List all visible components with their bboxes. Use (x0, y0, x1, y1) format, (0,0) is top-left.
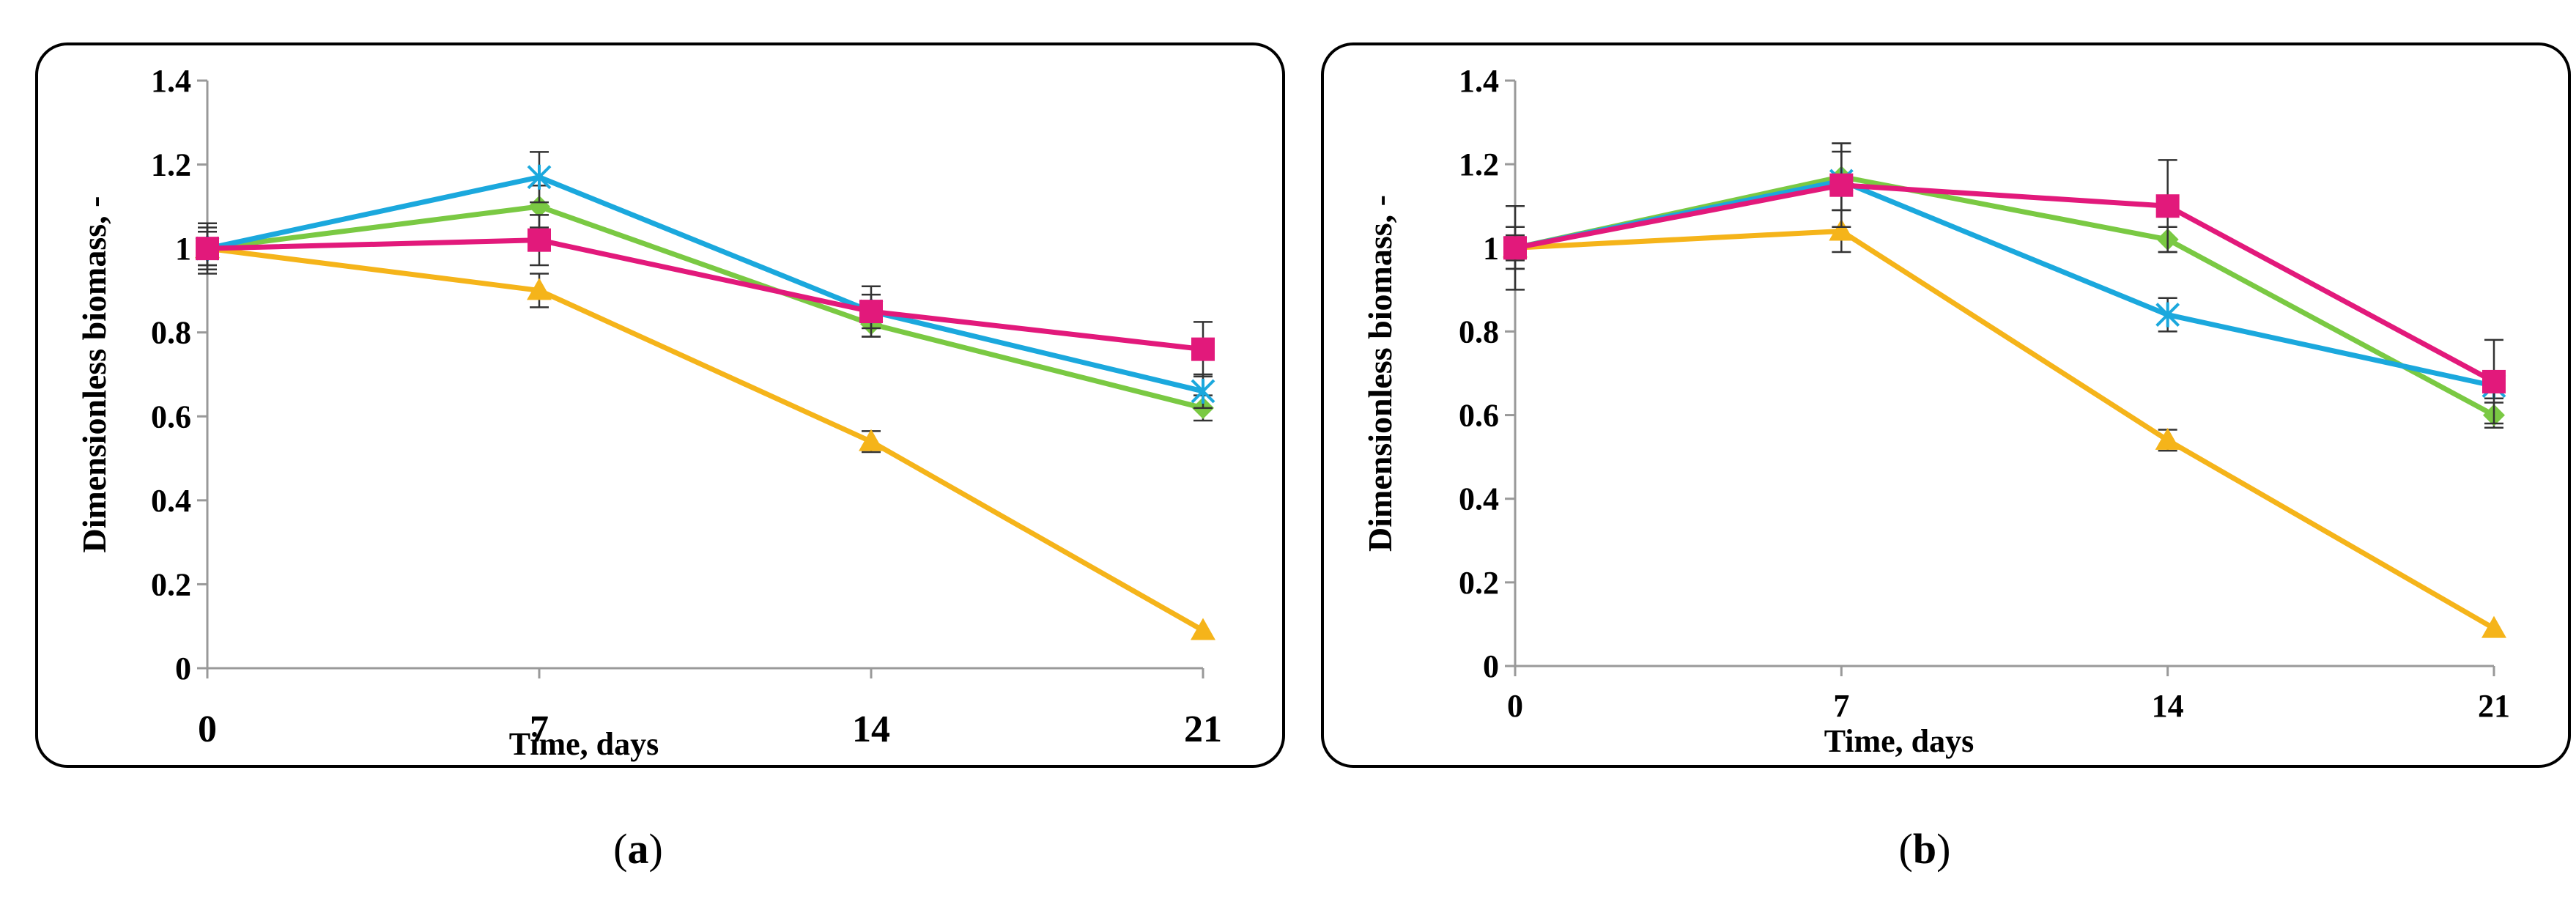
y-tick-label: 0.6 (151, 399, 191, 434)
pink-square-point (2482, 369, 2506, 393)
y-tick-label: 0.2 (1459, 565, 1499, 601)
cyan-star-point (1191, 378, 1215, 404)
y-tick-label: 0.2 (151, 566, 191, 602)
x-tick-label: 14 (852, 709, 890, 750)
green-diamond-line (207, 204, 1204, 411)
y-tick-label: 1 (1483, 230, 1499, 266)
pink-square-line (207, 237, 1204, 352)
y-axis-title: Dimensionless biomass, - (1361, 195, 1399, 552)
x-tick-label: 7 (1833, 688, 1849, 724)
x-axis-title: Time, days (1824, 723, 1974, 759)
x-tick-label: 14 (2152, 688, 2184, 724)
orange-triangle-line (207, 245, 1204, 633)
y-tick-label: 1.4 (1459, 63, 1499, 99)
y-tick-label: 1.2 (1459, 147, 1499, 182)
pink-square-point (859, 300, 883, 324)
cyan-star-line (207, 174, 1204, 394)
chart-a: 0 0.2 0.4 0.6 0.8 1 1.2 1.4 0 7 14 21 Time, days Dime… (75, 63, 1222, 762)
orange-triangle-point (527, 278, 552, 300)
pink-square-point (2155, 194, 2180, 218)
caption-a-letter: a (627, 825, 649, 873)
x-axis-title: Time, days (509, 726, 659, 762)
y-tick-label: 0.8 (151, 315, 191, 351)
y-tick-label: 0.4 (151, 483, 191, 519)
orange-triangle-point (859, 429, 884, 451)
chart-panel-a: 0 0.2 0.4 0.6 0.8 1 1.2 1.4 0 7 14 21 Time, days Dime… (35, 42, 1285, 768)
y-tick-label: 1.2 (151, 147, 191, 183)
pink-square-point (1829, 173, 1854, 197)
orange-triangle-line (1514, 228, 2495, 631)
y-tick-label: 0 (1483, 648, 1499, 684)
pink-square-point (528, 228, 551, 252)
chart-panel-b: 0 0.2 0.4 0.6 0.8 1 1.2 1.4 0 7 14 21 Time, days Dime… (1321, 42, 2571, 768)
caption-b: (b) (1898, 825, 1951, 873)
x-tick-label: 7 (530, 709, 549, 750)
caption-a: (a) (613, 825, 663, 873)
caption-b-letter: b (1912, 825, 1937, 873)
x-tick-label: 0 (198, 709, 217, 750)
pink-square-point (196, 237, 219, 261)
pink-square-line (1514, 182, 2495, 384)
y-tick-label: 0.8 (1459, 314, 1499, 349)
orange-triangle-point (2155, 427, 2180, 450)
x-tick-label: 21 (1184, 709, 1222, 750)
y-tick-label: 0 (175, 651, 191, 687)
y-tick-label: 1.4 (151, 63, 191, 99)
y-tick-label: 0.4 (1459, 481, 1499, 517)
x-tick-label: 0 (1507, 688, 1523, 724)
orange-triangle-point (2481, 615, 2506, 638)
y-axis-title: Dimensionless biomass, - (75, 196, 113, 553)
pink-square-point (1503, 236, 1527, 260)
cyan-star-line (1514, 178, 2495, 389)
y-tick-label: 0.6 (1459, 398, 1499, 434)
y-tick-label: 1 (175, 231, 191, 267)
orange-triangle-point (1829, 218, 1854, 241)
x-tick-label: 21 (2478, 688, 2510, 724)
green-diamond-point (528, 195, 550, 218)
orange-triangle-point (1191, 618, 1215, 640)
green-diamond-line (1514, 174, 2495, 418)
cyan-star-point (527, 164, 552, 190)
chart-b: 0 0.2 0.4 0.6 0.8 1 1.2 1.4 0 7 14 21 Time, days Dime… (1361, 63, 2510, 759)
cyan-star-point (2155, 302, 2180, 328)
pink-square-point (1191, 337, 1215, 361)
